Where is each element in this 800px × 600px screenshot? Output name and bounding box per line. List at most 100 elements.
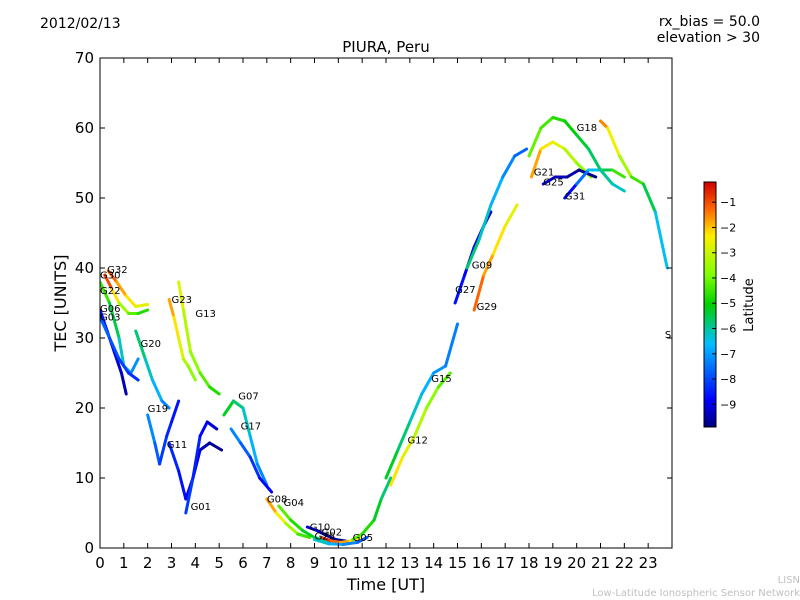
series-segment	[432, 364, 448, 375]
y-tick-label: 30	[75, 329, 94, 347]
series-segment	[587, 147, 602, 172]
series-G10	[305, 525, 347, 543]
series-G17	[229, 427, 274, 494]
series-S	[599, 119, 669, 270]
series-G31	[563, 168, 626, 200]
series-segment	[248, 455, 262, 480]
satellite-label: G03	[100, 313, 120, 324]
colorbar-tick-label: −5	[720, 297, 736, 310]
series-segment	[653, 210, 669, 270]
series-segment	[465, 238, 481, 270]
satellite-label: G10	[310, 523, 330, 534]
satellite-label: G05	[353, 533, 373, 544]
series-segment	[129, 357, 140, 375]
series-segment	[313, 536, 328, 543]
satellite-label: G01	[191, 502, 211, 513]
x-tick-label: 9	[310, 554, 320, 572]
series-segment	[127, 371, 140, 382]
series-G20	[134, 329, 171, 410]
series-segment	[198, 371, 212, 389]
series-segment	[539, 116, 555, 130]
series-segment	[320, 536, 333, 543]
satellite-label: G27	[455, 285, 475, 296]
colorbar-tick-label: −3	[720, 247, 736, 260]
series-segment	[329, 539, 343, 544]
series-G23	[167, 298, 197, 382]
satellite-label: S	[665, 330, 671, 341]
series-segment	[372, 497, 383, 522]
series-segment	[606, 126, 622, 158]
series-segment	[248, 434, 259, 466]
satellite-label: G21	[534, 168, 554, 179]
series-segment	[117, 301, 131, 315]
x-tick-label: 17	[496, 554, 515, 572]
series-segment	[313, 538, 331, 546]
series-segment	[351, 532, 364, 542]
colorbar-tick-label: −4	[720, 272, 736, 285]
series-segment	[296, 532, 312, 539]
series-segment	[575, 168, 591, 186]
series-segment	[241, 406, 252, 438]
series-G09	[465, 147, 529, 270]
x-tick-label: 15	[448, 554, 467, 572]
x-tick-label: 11	[353, 554, 372, 572]
series-G19	[146, 399, 181, 466]
series-segment	[100, 315, 112, 340]
series-segment	[425, 385, 440, 410]
series-segment	[477, 203, 493, 242]
series-segment	[112, 350, 123, 375]
series-G15	[384, 322, 459, 480]
series-segment	[265, 497, 278, 515]
series-segment	[277, 504, 293, 522]
date-label: 2012/02/13	[40, 16, 121, 32]
satellite-label: G19	[148, 404, 168, 415]
series-segment	[181, 308, 193, 354]
series-segment	[172, 315, 181, 340]
series-segment	[117, 357, 131, 375]
series-segment	[327, 542, 345, 546]
series-segment	[491, 224, 507, 256]
series-segment	[396, 420, 412, 452]
colorbar-tick-label: −1	[720, 196, 736, 209]
satellite-label: G15	[431, 374, 451, 385]
series-segment	[119, 371, 128, 396]
x-tick-label: 19	[543, 554, 562, 572]
colorbar-tick-label: −2	[720, 221, 736, 234]
series-segment	[599, 168, 614, 186]
x-tick-label: 14	[424, 554, 443, 572]
series-segment	[239, 441, 252, 459]
series-segment	[191, 434, 202, 480]
satellite-label: G23	[172, 295, 192, 306]
series-segment	[165, 420, 173, 438]
x-tick-label: 22	[615, 554, 634, 572]
series-G12	[389, 371, 452, 487]
series-segment	[284, 522, 300, 536]
series-segment	[258, 476, 274, 494]
series-segment	[355, 536, 369, 544]
series-segment	[389, 455, 405, 487]
series-segment	[205, 420, 219, 431]
series-segment	[529, 147, 543, 179]
series-segment	[177, 280, 185, 312]
satellite-label: G04	[284, 498, 304, 509]
series-segment	[610, 182, 626, 193]
series-segment	[563, 119, 579, 137]
satellite-label: G06	[100, 304, 120, 315]
satellite-label: G26	[315, 532, 335, 543]
series-G01	[184, 420, 219, 515]
x-axis: 0 1 2 3 4 5 6 7 8 9 10 11 12 13 14 15 16 17 18 19 20 21 22 23	[95, 58, 658, 572]
series-segment	[167, 441, 181, 473]
series-segment	[136, 308, 150, 315]
y-tick-label: 10	[75, 469, 94, 487]
satellite-label: G31	[565, 191, 585, 202]
series-G08	[265, 497, 312, 539]
satellite-label: G13	[195, 309, 215, 320]
credit-full: Low-Latitude Ionospheric Sensor Network	[592, 588, 800, 599]
y-axis: 0 10 20 30 40 50 60 70	[75, 49, 672, 557]
series-segment	[117, 336, 126, 368]
satellite-label: G20	[141, 339, 161, 350]
y-tick-label: 0	[84, 539, 94, 557]
x-tick-label: 12	[376, 554, 395, 572]
series-segment	[124, 294, 138, 308]
series-G26	[313, 536, 369, 546]
